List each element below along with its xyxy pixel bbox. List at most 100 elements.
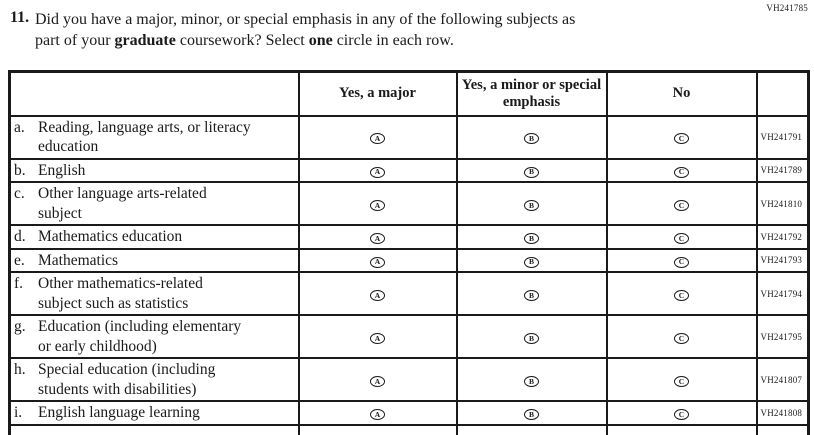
row-code: VH241794 <box>755 271 810 317</box>
option-circle-no[interactable]: C <box>674 166 689 178</box>
option-circle-no[interactable]: C <box>674 199 689 211</box>
option-cell: C <box>605 314 758 360</box>
row-code: VH241792 <box>755 224 810 250</box>
option-circle-yes-minor-special[interactable]: B <box>524 289 539 301</box>
empty-cell <box>455 423 608 435</box>
option-circle-no[interactable]: C <box>674 409 689 421</box>
column-header-0: Yes, a major <box>297 70 458 117</box>
option-cell: A <box>297 357 458 403</box>
row-code: VH241810 <box>755 181 810 227</box>
row-letter: a. <box>14 118 25 136</box>
row-subject-label: Education (including elementary or early … <box>38 318 242 355</box>
row-letter: h. <box>14 361 26 379</box>
option-cell: B <box>455 114 608 160</box>
empty-cell <box>8 423 300 435</box>
option-cell: A <box>297 247 458 274</box>
row-letter: e. <box>14 251 25 269</box>
row-subject-label: Special education (including students wit… <box>38 361 216 398</box>
table-row-clipped <box>8 423 810 435</box>
table-row: f. Other mathematics-related subject such … <box>8 271 810 317</box>
option-cell: B <box>455 224 608 250</box>
option-cell: C <box>605 271 758 317</box>
row-code: VH241795 <box>755 314 810 360</box>
option-circle-yes-major[interactable]: A <box>370 256 385 268</box>
option-circle-yes-minor-special[interactable]: B <box>524 233 539 245</box>
option-circle-yes-major[interactable]: A <box>370 166 385 178</box>
row-subject-cell: f. Other mathematics-related subject such … <box>8 271 300 317</box>
option-circle-yes-major[interactable]: A <box>370 199 385 211</box>
row-letter: b. <box>14 161 26 179</box>
form-code: VH241785 <box>766 3 808 13</box>
option-circle-yes-major[interactable]: A <box>370 332 385 344</box>
column-header-subject <box>8 70 300 117</box>
option-cell: C <box>605 400 758 426</box>
option-circle-no[interactable]: C <box>674 375 689 387</box>
empty-cell <box>605 423 758 435</box>
row-subject-label: Reading, language arts, or literacy educa… <box>38 118 251 156</box>
table-row: h. Special education (including students w… <box>8 357 810 403</box>
survey-table: Yes, a major Yes, a minor or special emph… <box>8 70 810 435</box>
option-circle-no[interactable]: C <box>674 233 689 245</box>
row-subject-cell: a. Reading, language arts, or literacy edu… <box>8 114 300 160</box>
row-code: VH241808 <box>755 400 810 426</box>
row-letter: f. <box>14 275 24 293</box>
table-row: c. Other language arts-related subject A B C V… <box>8 181 810 227</box>
row-subject-cell: g. Education (including elementary or earl… <box>8 314 300 360</box>
column-header-code <box>755 70 810 117</box>
option-cell: A <box>297 271 458 317</box>
option-cell: A <box>297 224 458 250</box>
option-circle-no[interactable]: C <box>674 332 689 344</box>
table-row: i. English language learning A B C VH241808 <box>8 400 810 426</box>
row-code: VH241793 <box>755 247 810 274</box>
option-circle-no[interactable]: C <box>674 256 689 268</box>
option-circle-yes-minor-special[interactable]: B <box>524 409 539 421</box>
question-text: Did you have a major, minor, or special … <box>35 11 576 50</box>
option-cell: A <box>297 114 458 160</box>
option-cell: B <box>455 400 608 426</box>
table-row: d. Mathematics education A B C VH241792 <box>8 224 810 250</box>
option-circle-yes-minor-special[interactable]: B <box>524 256 539 268</box>
row-subject-cell: c. Other language arts-related subject <box>8 181 300 227</box>
option-circle-yes-minor-special[interactable]: B <box>524 375 539 387</box>
question-block: 11. Did you have a major, minor, or spec… <box>10 9 750 51</box>
option-cell: A <box>297 181 458 227</box>
table-row: a. Reading, language arts, or literacy edu… <box>8 114 810 160</box>
row-subject-label: Mathematics education <box>38 228 183 246</box>
table-body: a. Reading, language arts, or literacy edu… <box>8 114 810 435</box>
option-cell: A <box>297 314 458 360</box>
row-letter: c. <box>14 185 25 203</box>
option-circle-yes-major[interactable]: A <box>370 375 385 387</box>
option-circle-yes-minor-special[interactable]: B <box>524 199 539 211</box>
row-subject-label: Other language arts-related subject <box>38 185 207 222</box>
row-letter: d. <box>14 228 26 246</box>
option-cell: C <box>605 114 758 160</box>
row-subject-label: Mathematics <box>38 251 119 269</box>
option-circle-yes-minor-special[interactable]: B <box>524 332 539 344</box>
row-code: VH241791 <box>755 114 810 160</box>
option-cell: B <box>455 271 608 317</box>
option-circle-yes-major[interactable]: A <box>370 233 385 245</box>
option-cell: A <box>297 400 458 426</box>
row-subject-label: English <box>38 161 86 179</box>
option-circle-yes-minor-special[interactable]: B <box>524 133 539 145</box>
row-code: VH241789 <box>755 157 810 184</box>
option-cell: C <box>605 157 758 184</box>
column-header-2: No <box>605 70 758 117</box>
option-cell: B <box>455 357 608 403</box>
row-code: VH241807 <box>755 357 810 403</box>
table-row: b. English A B C VH241789 <box>8 157 810 184</box>
option-circle-yes-major[interactable]: A <box>370 409 385 421</box>
option-circle-yes-minor-special[interactable]: B <box>524 166 539 178</box>
option-cell: B <box>455 157 608 184</box>
option-circle-no[interactable]: C <box>674 289 689 301</box>
row-subject-cell: e. Mathematics <box>8 247 300 274</box>
option-circle-yes-major[interactable]: A <box>370 133 385 145</box>
option-cell: B <box>455 314 608 360</box>
option-circle-no[interactable]: C <box>674 133 689 145</box>
row-subject-cell: d. Mathematics education <box>8 224 300 250</box>
row-letter: i. <box>14 404 23 422</box>
option-circle-yes-major[interactable]: A <box>370 289 385 301</box>
option-cell: C <box>605 357 758 403</box>
option-cell: C <box>605 224 758 250</box>
